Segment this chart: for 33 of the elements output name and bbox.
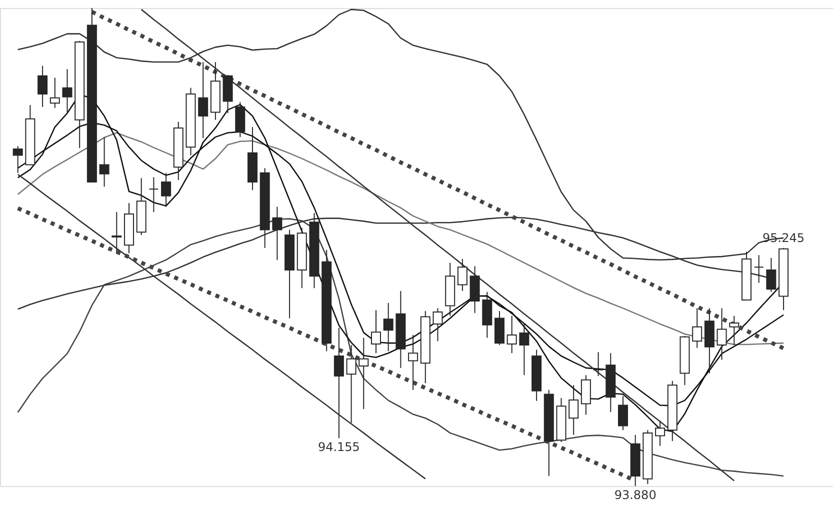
candlestick <box>99 136 110 188</box>
candlestick <box>432 308 443 342</box>
candlestick <box>12 146 23 174</box>
annotation: 94.155 <box>318 440 360 454</box>
candlestick <box>148 176 159 213</box>
candlestick <box>716 308 727 360</box>
annotation: 93.880 <box>614 488 656 502</box>
candlestick <box>112 212 122 254</box>
candlestick <box>766 257 776 292</box>
candlestick <box>38 65 48 108</box>
candlestick <box>272 206 282 260</box>
candlestick <box>692 308 702 348</box>
candlestick <box>62 68 72 113</box>
candlestick <box>568 384 579 436</box>
candlestick <box>334 327 344 439</box>
candlestick <box>580 374 591 416</box>
candlestick <box>346 344 356 424</box>
candlestick <box>198 62 208 139</box>
candlestick <box>618 396 628 431</box>
candlestick <box>457 258 468 292</box>
candlestick <box>383 302 394 352</box>
candlestick <box>519 322 530 376</box>
candlestick <box>506 315 517 354</box>
candlestick <box>358 337 369 410</box>
candlestick <box>655 420 666 446</box>
annotation: 95.245 <box>762 230 805 245</box>
candlestick <box>593 352 604 377</box>
candlestick <box>754 254 764 284</box>
candlestick <box>161 172 172 208</box>
candlestick <box>50 77 60 108</box>
candlestick <box>408 334 418 390</box>
candlestick <box>729 315 740 346</box>
candlestick <box>370 310 381 354</box>
